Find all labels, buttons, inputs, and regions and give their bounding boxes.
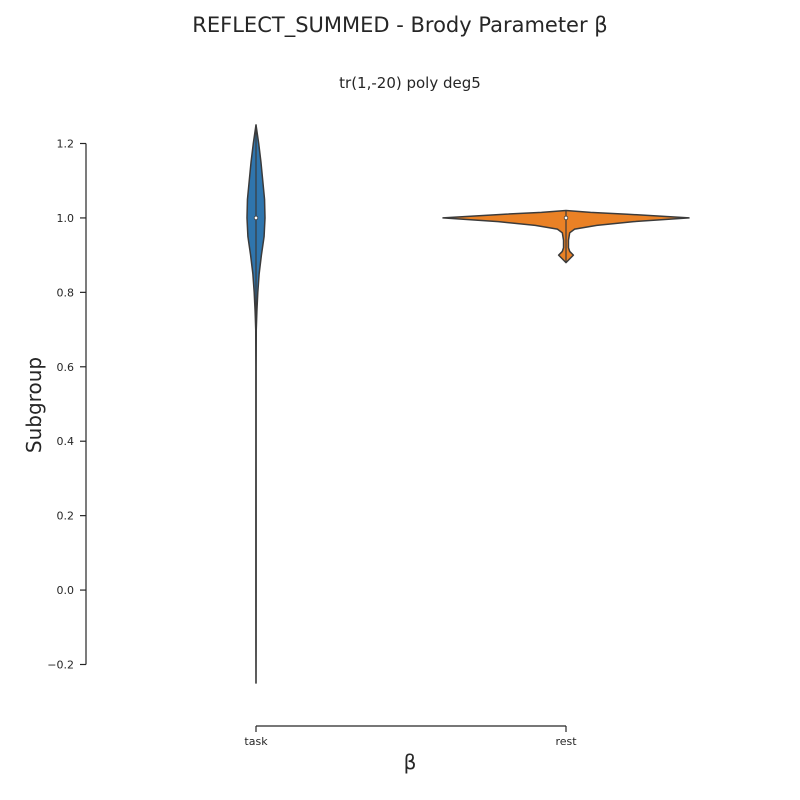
y-tick-label: 0.4 [57, 435, 75, 448]
y-tick-label: −0.2 [47, 659, 74, 672]
y-tick-label: 0.6 [57, 361, 75, 374]
violins [246, 124, 690, 684]
y-tick-label: 1.0 [57, 212, 75, 225]
x-tick-label-task: task [244, 735, 268, 748]
y-axis-label: Subgroup [22, 357, 46, 453]
median-marker-rest [563, 215, 569, 221]
y-tick-label: 0.2 [57, 510, 75, 523]
figure-title: REFLECT_SUMMED - Brody Parameter β [192, 13, 607, 38]
x-tick-label-rest: rest [555, 735, 577, 748]
x-axis: task rest [244, 725, 577, 748]
median-marker-task [253, 215, 259, 221]
y-tick-label: 0.0 [57, 584, 75, 597]
x-axis-label: β [404, 750, 417, 774]
y-tick-label: 1.2 [57, 138, 75, 151]
chart-subtitle: tr(1,-20) poly deg5 [339, 74, 481, 92]
y-tick-label: 0.8 [57, 286, 75, 299]
y-axis: −0.2 0.0 0.2 0.4 0.6 0.8 1.0 1.2 [47, 138, 87, 672]
